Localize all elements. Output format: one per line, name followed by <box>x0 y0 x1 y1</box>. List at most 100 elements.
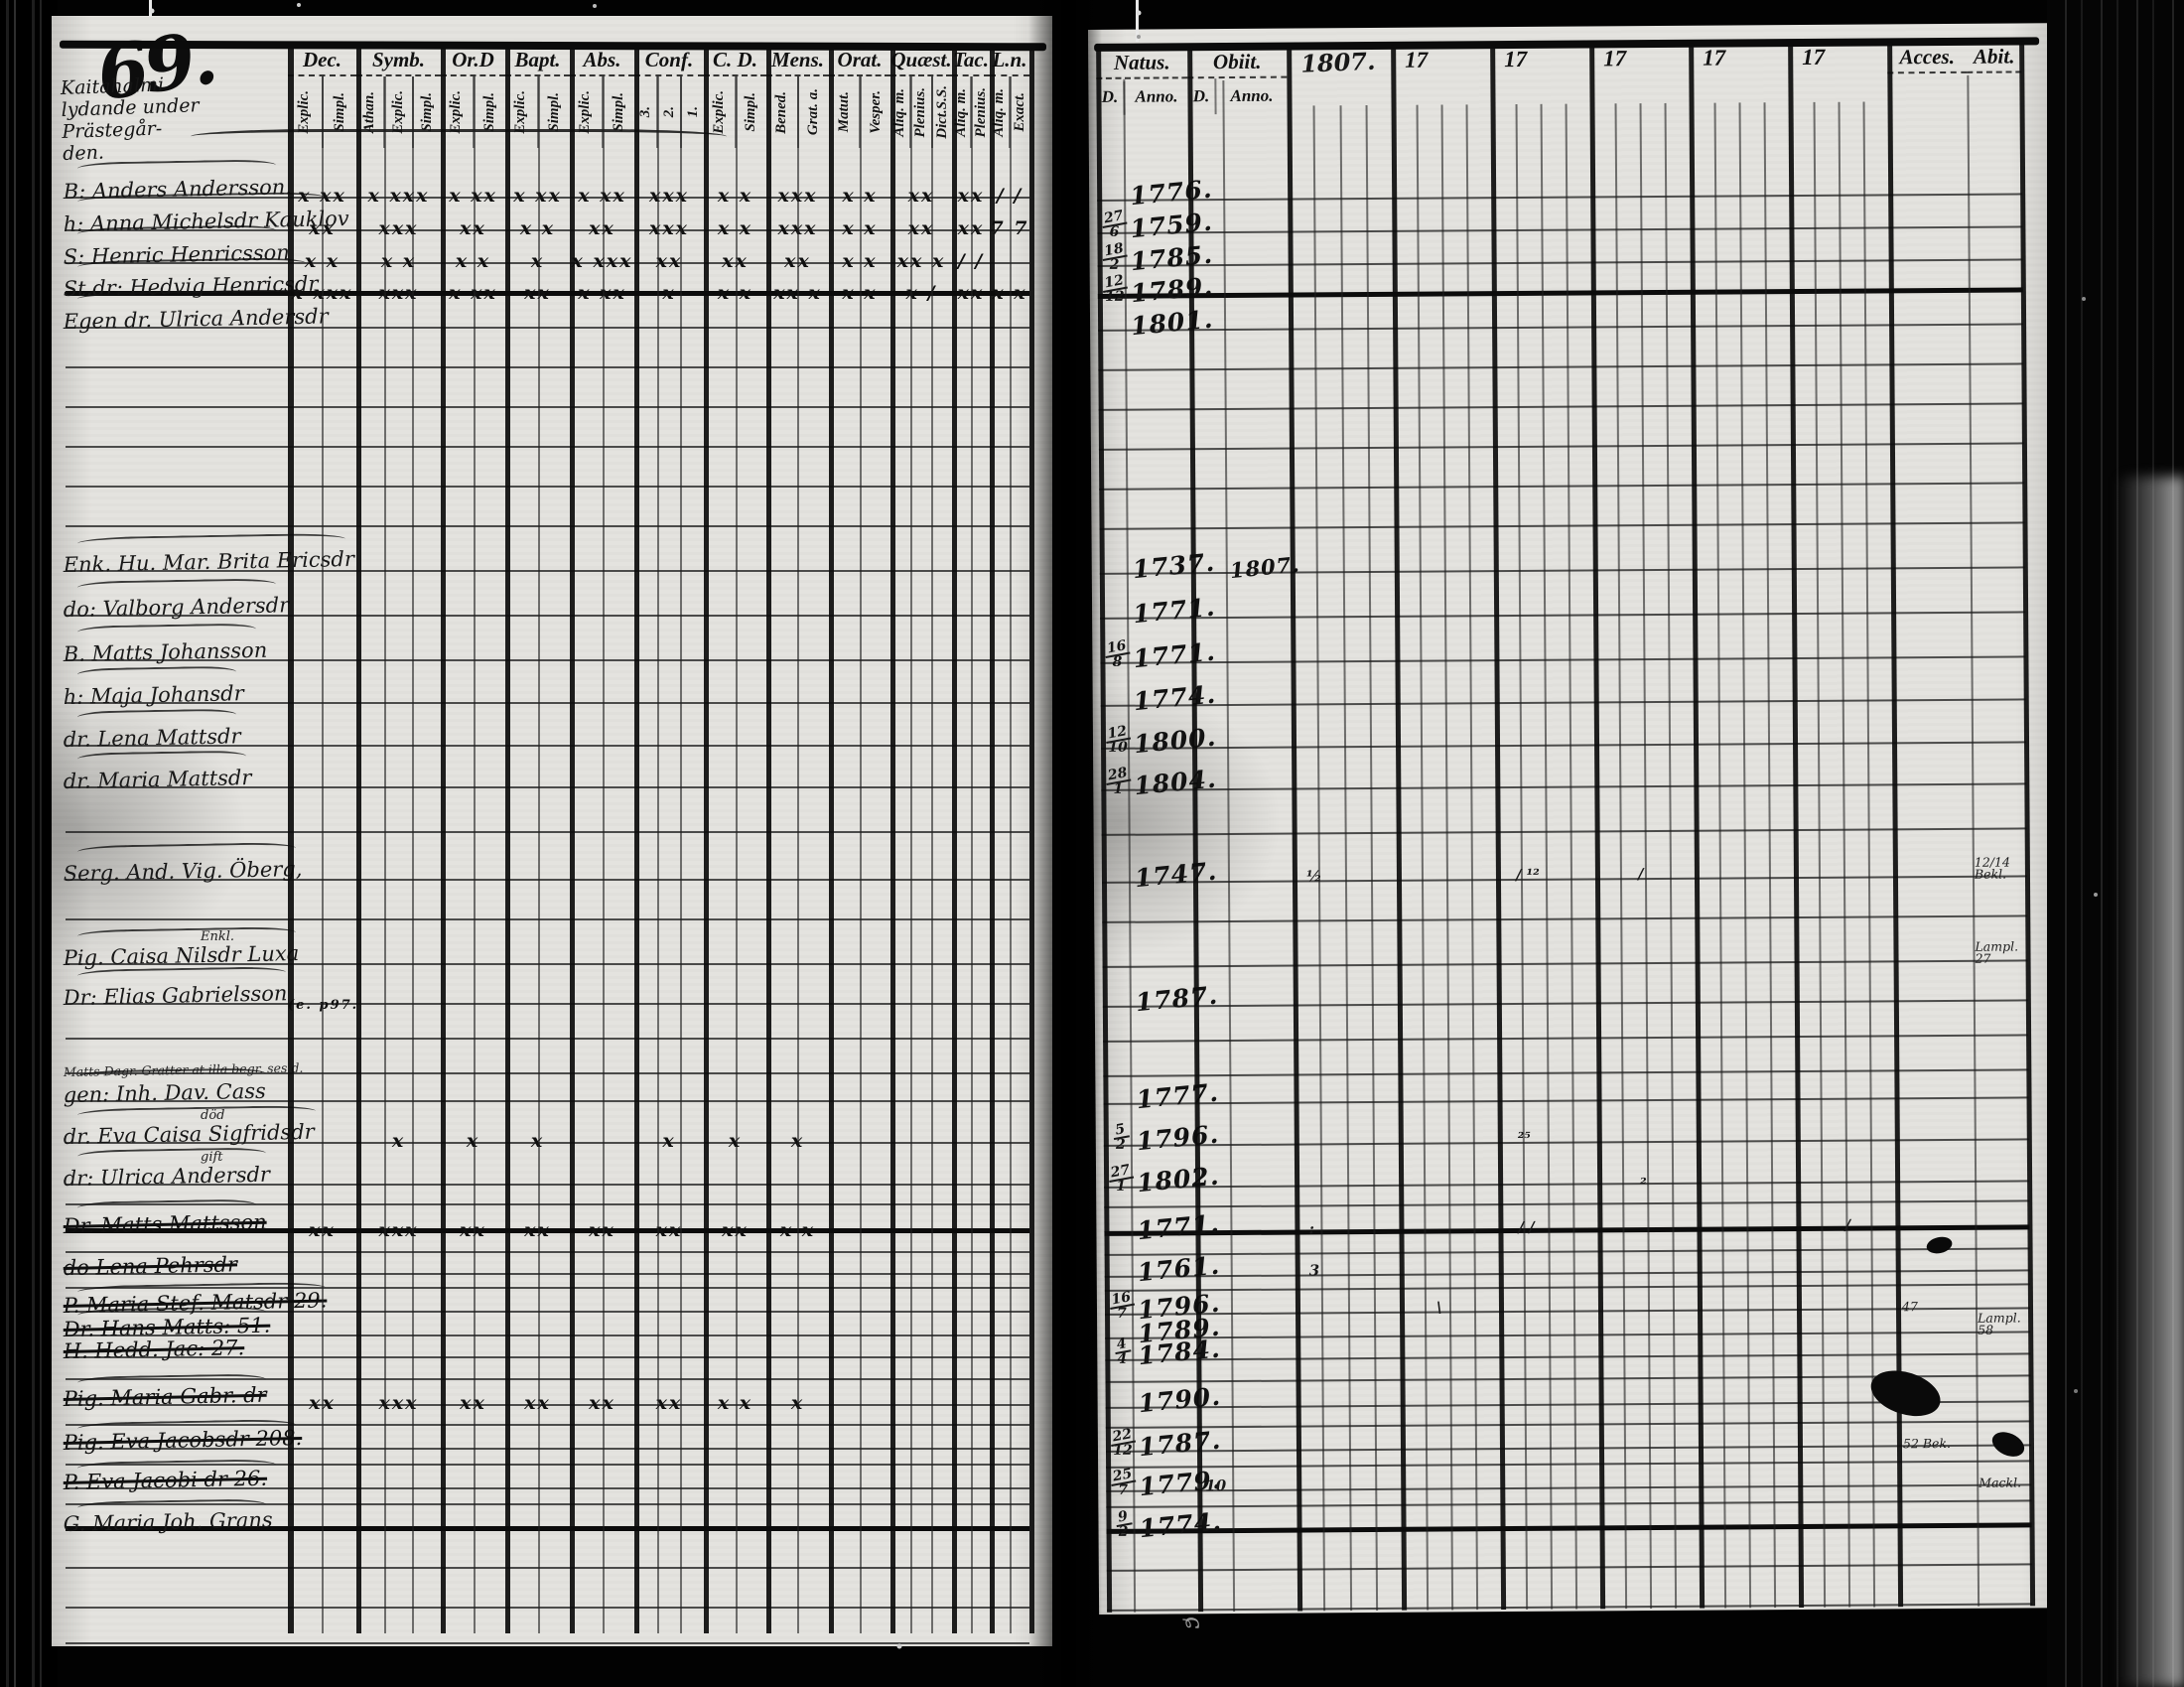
row-rule <box>66 1038 1029 1040</box>
subcolumn-label: Simpl. <box>545 92 562 132</box>
name-flourish <box>76 665 237 681</box>
attendance-mark: x <box>391 1130 406 1152</box>
row-rule <box>66 291 1029 296</box>
register-row: Lampl. 27 <box>1094 915 2055 968</box>
row-rule <box>66 1003 1029 1005</box>
subcolumn-label: Explic. <box>296 90 313 134</box>
heading-flourish <box>191 129 727 144</box>
register-row: 28 1 1804. <box>1093 742 2054 800</box>
column-divider <box>890 45 895 1633</box>
attendance-mark: x <box>766 1130 829 1152</box>
attendance-mark: 7 7 <box>990 217 1029 239</box>
attendance-mark: x x <box>842 217 878 239</box>
subcolumn: Explic. <box>383 76 412 148</box>
subcolumn-label: Explic. <box>512 90 529 134</box>
row-rule <box>66 615 1029 617</box>
natus-header: Natus. <box>1096 47 1188 79</box>
natus-day-num: 4 <box>1113 1336 1132 1355</box>
row-rule <box>66 1311 1029 1313</box>
year-label: 17 <box>1405 47 1429 72</box>
name-flourish <box>76 1104 317 1122</box>
subcolumn: 2. <box>656 76 680 148</box>
subcolumn-label: Explic. <box>448 90 465 134</box>
attendance-mark: x xxx <box>571 250 633 272</box>
attendance-mark: x <box>505 250 570 272</box>
ledger-row <box>52 1608 1052 1644</box>
row-rule <box>66 327 1029 329</box>
subcolumn-divider <box>657 76 659 1633</box>
ledger-row: Egen dr. Ulrica Andersdr <box>52 288 1052 334</box>
subcolumn: Simpl. <box>472 76 506 148</box>
row-rule <box>66 702 1029 704</box>
subcolumn-divider <box>860 76 862 1633</box>
attendance-mark: xx <box>952 282 990 304</box>
attendance-mark: xx <box>505 282 570 304</box>
subcolumn: Dict.S.S. <box>930 76 952 148</box>
attendance-mark: x xx <box>449 282 497 304</box>
column-divider <box>441 45 446 1633</box>
name-flourish <box>76 159 277 175</box>
row-rule <box>66 1184 1029 1186</box>
name-flourish <box>76 750 247 766</box>
column-subheaders: Explic. Simpl. <box>570 76 634 148</box>
obiit-header: Obiit. <box>1187 46 1288 79</box>
attendance-mark: x / <box>905 282 937 304</box>
ledger-row <box>52 1488 1052 1505</box>
subcolumn: Grat. a. <box>796 76 830 148</box>
column-group-header: Dec. Explic. Simpl. <box>288 45 356 148</box>
anno-label: Anno. <box>1230 85 1274 105</box>
column-label: Conf. <box>634 45 704 76</box>
column-label: Or.D <box>441 45 505 76</box>
column-label: Abs. <box>570 45 634 76</box>
ledger-row <box>52 1185 1052 1205</box>
register-row <box>1091 403 2052 451</box>
row-rule <box>66 1356 1029 1358</box>
subcolumn: Simpl. <box>734 76 767 148</box>
attendance-mark: xx <box>441 217 505 239</box>
ledger-row: B. Matts Johansson <box>52 616 1052 666</box>
attendance-mark: xx <box>704 1219 766 1241</box>
day-label: D. <box>1192 86 1210 106</box>
attendance-mark: xx <box>505 1392 570 1414</box>
ledger-row: Matts Dagr. Gratter at illa begr. ses d. <box>52 1039 1052 1079</box>
column-group-header: Obiit. D. Anno. <box>1187 46 1288 115</box>
ledger-row: gen: Inh. Dav. Cass <box>52 1067 1052 1107</box>
attendance-mark: x x <box>842 185 878 207</box>
attendance-mark: x x <box>519 217 556 239</box>
attendance-mark: x xx <box>578 282 626 304</box>
attendance-mark: xx <box>952 185 990 207</box>
attendance-mark: xx <box>655 1219 683 1241</box>
name-flourish <box>76 623 257 638</box>
year-label: 17 <box>1703 45 1726 70</box>
column-subheaders: Aliq. m. Plenius. Dict.S.S. <box>890 76 952 148</box>
column-group-header: Abit. <box>1967 41 2022 73</box>
subcolumn-label: Explic. <box>710 90 727 134</box>
attendance-mark: xxx <box>378 1219 419 1241</box>
ledger-row: h: Maja Johansdr <box>52 660 1052 709</box>
row-rule <box>66 1526 1029 1531</box>
subcolumn-label: Matut. <box>835 91 852 133</box>
column-label: Mens. <box>766 45 829 76</box>
row-rule <box>66 1335 1029 1336</box>
subcolumn-divider <box>322 76 324 1633</box>
column-divider <box>990 45 995 1633</box>
row-rule <box>66 1072 1029 1074</box>
row-rule <box>66 1100 1029 1102</box>
attendance-mark: xx <box>570 1392 634 1414</box>
subcolumn: Simpl. <box>412 76 441 148</box>
row-rule <box>66 1503 1029 1505</box>
name-flourish <box>76 708 237 724</box>
register-row <box>1094 876 2055 923</box>
ledger-row: dr. Maria Mattsdr <box>52 746 1052 793</box>
margin-note: Enkl. <box>201 929 235 944</box>
year-column-header: 17 <box>1689 43 1788 70</box>
column-group-header: Quæst. Aliq. m. Plenius. Dict.S.S. <box>890 45 952 148</box>
subcolumn-label: 3. <box>636 106 653 118</box>
attendance-mark: x <box>441 1130 505 1152</box>
subcolumn-label: Grat. a. <box>805 88 822 136</box>
subcolumn: Vesper. <box>859 76 890 148</box>
row-rule <box>66 1404 1029 1406</box>
attendance-mark: xx <box>288 1392 356 1414</box>
column-label: Tac. <box>952 45 990 76</box>
